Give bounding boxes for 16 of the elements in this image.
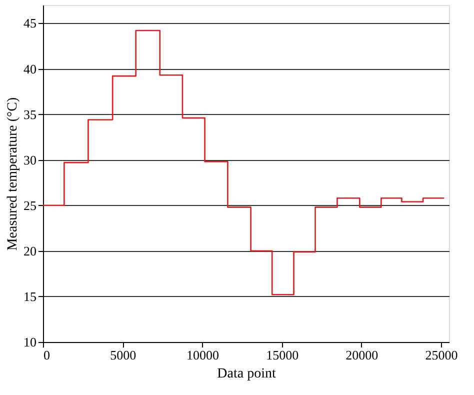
x-tick-label: 20000: [346, 348, 378, 362]
x-axis-title: Data point: [217, 366, 276, 382]
x-tick-label: 10000: [186, 348, 219, 362]
x-tick-label: 0: [44, 348, 50, 362]
y-tick-label: 20: [24, 243, 36, 258]
y-tick-label: 45: [24, 16, 36, 31]
y-tick-label: 25: [24, 198, 36, 213]
y-tick-label: 40: [24, 61, 36, 76]
x-tick-label: 25000: [425, 348, 458, 362]
y-tick-label: 30: [24, 152, 36, 168]
y-axis-title: Measured temperature (°C): [6, 97, 20, 251]
x-tick-label: 5000: [110, 348, 136, 362]
y-tick-label: 35: [24, 106, 36, 122]
x-tick-label: 15000: [266, 348, 299, 362]
y-tick-label: 15: [24, 288, 36, 304]
y-tick-label: 10: [24, 334, 36, 350]
